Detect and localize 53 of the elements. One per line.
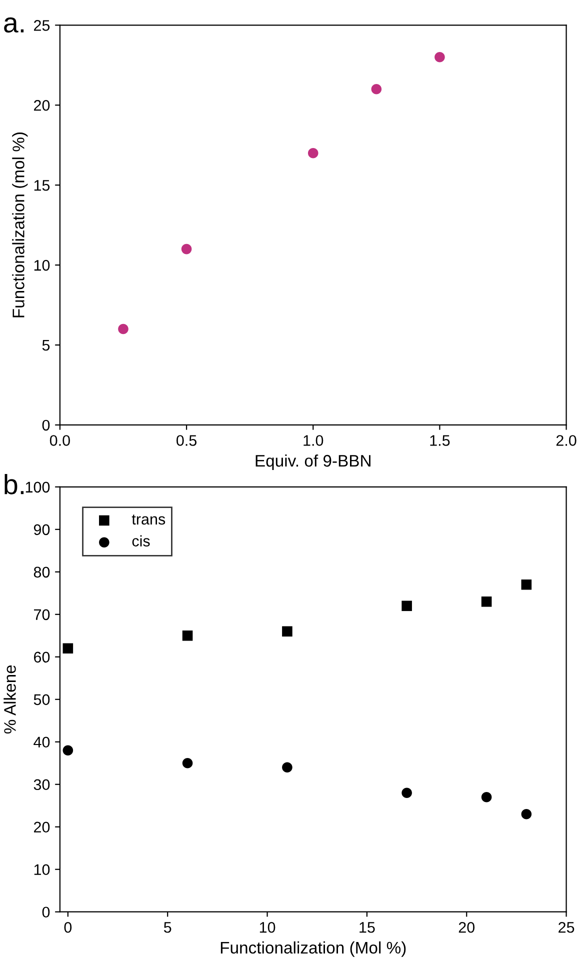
y-tick-label: 15 [34, 180, 50, 191]
point [434, 52, 445, 62]
point [181, 244, 192, 254]
point [521, 579, 532, 590]
legend-label: cis [132, 535, 150, 547]
x-tick-label: 20 [458, 922, 475, 933]
x-tick-label: 0.5 [176, 435, 197, 446]
y-tick-label: 30 [34, 779, 50, 790]
x-tick-label: 15 [360, 922, 375, 933]
x-axis-title: Equiv. of 9-BBN [256, 454, 370, 470]
y-tick-label: 0 [42, 420, 50, 431]
y-tick-label: 80 [34, 566, 50, 578]
point [308, 148, 318, 158]
x-tick-label: 1.5 [430, 435, 450, 446]
y-tick-label: 70 [34, 609, 50, 620]
point [62, 643, 74, 654]
y-tick-label: 10 [34, 260, 50, 271]
x-tick-label: 0 [64, 922, 72, 933]
y-tick-label: 60 [34, 652, 50, 663]
point [282, 626, 292, 637]
y-axis-title: Functionalization (mol %) [12, 132, 28, 318]
y-tick-label: 5 [42, 340, 50, 351]
x-tick-label: 25 [558, 922, 574, 933]
x-axis-title: Functionalization (Mol %) [220, 941, 406, 957]
point [182, 758, 193, 768]
point [402, 600, 412, 612]
y-tick-label: 20 [34, 100, 50, 111]
y-tick-label: 40 [34, 736, 50, 748]
point [182, 630, 193, 641]
point [521, 808, 532, 820]
x-tick-label: 0.0 [50, 435, 70, 446]
point [481, 792, 492, 802]
point [402, 788, 412, 798]
x-tick-label: 2.0 [556, 435, 576, 446]
y-axis-title: % Alkene [4, 665, 16, 734]
point [481, 596, 492, 607]
point [118, 324, 128, 334]
point [371, 84, 382, 94]
y-tick-label: 50 [34, 694, 50, 706]
y-tick-label: 90 [34, 524, 50, 536]
y-tick-label: 0 [42, 906, 50, 918]
x-tick-label: 1.0 [304, 435, 324, 446]
x-tick-label: 10 [260, 922, 276, 933]
y-tick-label: 100 [26, 482, 50, 493]
x-tick-label: 5 [164, 922, 172, 933]
y-tick-label: 20 [34, 822, 50, 833]
y-tick-label: 25 [34, 20, 50, 31]
text: b. [4, 474, 24, 494]
text: a. [4, 17, 24, 33]
point [282, 762, 292, 773]
legend-label: trans [132, 514, 166, 525]
point [62, 745, 74, 756]
y-tick-label: 10 [34, 864, 50, 876]
